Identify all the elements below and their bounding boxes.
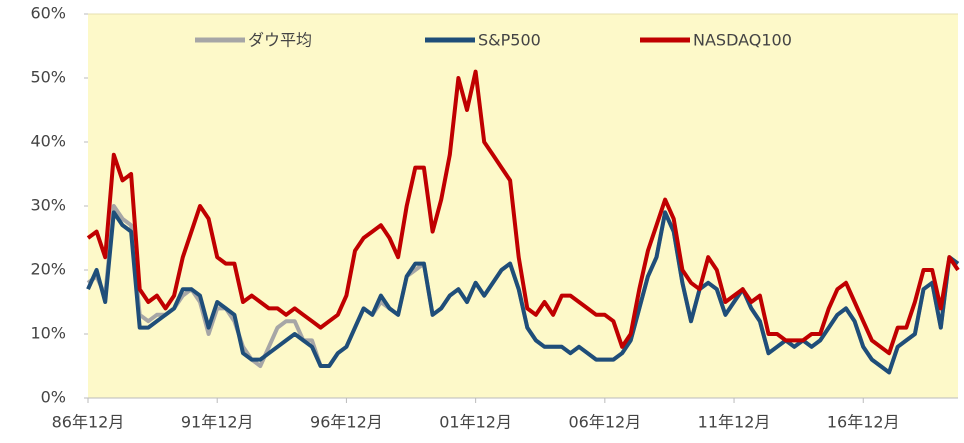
y-tick-label: 0% <box>41 388 66 407</box>
x-tick-label: 91年12月 <box>181 413 254 432</box>
y-tick-label: 10% <box>30 324 66 343</box>
plot-area <box>88 14 958 398</box>
y-tick-label: 30% <box>30 196 66 215</box>
series-line <box>86 210 960 375</box>
y-tick-label: 20% <box>30 260 66 279</box>
legend-label: ダウ平均 <box>248 31 312 50</box>
x-tick-label: 06年12月 <box>568 413 641 432</box>
y-tick-label: 50% <box>30 68 66 87</box>
legend-label: NASDAQ100 <box>693 31 792 50</box>
legend-label: S&P500 <box>478 31 541 50</box>
series-line <box>86 69 960 356</box>
x-tick-label: 01年12月 <box>439 413 512 432</box>
x-tick-label: 16年12月 <box>827 413 900 432</box>
x-tick-label: 86年12月 <box>52 413 125 432</box>
x-tick-label: 11年12月 <box>698 413 771 432</box>
y-tick-label: 60% <box>30 4 66 23</box>
x-tick-label: 96年12月 <box>310 413 383 432</box>
y-tick-label: 40% <box>30 132 66 151</box>
